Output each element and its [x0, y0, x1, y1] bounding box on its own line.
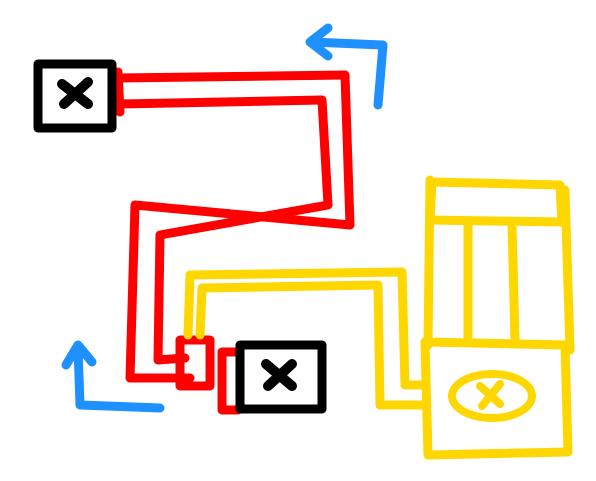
- red-pipe: [113, 67, 355, 415]
- yellow-device: [420, 175, 575, 460]
- yellow-pipe: [183, 267, 430, 410]
- device-columns: [463, 220, 520, 345]
- close-x-icon: [57, 77, 93, 109]
- arrow-icon: [61, 340, 165, 413]
- arrow-bottom-left: [61, 340, 165, 413]
- red-stub-top-left: [113, 67, 125, 117]
- yellow-pipe-outer: [183, 267, 430, 390]
- device-base: [420, 337, 573, 460]
- red-connector-middle-box: [217, 347, 243, 415]
- device-x-mark: [476, 380, 504, 410]
- red-junction: [175, 335, 215, 391]
- red-pipe-outer: [113, 70, 355, 383]
- box-bottom-middle: [235, 340, 327, 414]
- red-pipe-inner: [113, 95, 333, 365]
- box-top-left: [33, 59, 117, 133]
- device-top-section: [423, 175, 575, 355]
- box-outline: [235, 340, 327, 414]
- close-x-icon: [261, 359, 297, 391]
- box-outline: [33, 59, 117, 133]
- yellow-pipe-inner: [195, 280, 430, 410]
- arrow-icon: [305, 23, 388, 110]
- x-circle-icon: [448, 370, 536, 422]
- arrow-top: [305, 23, 388, 110]
